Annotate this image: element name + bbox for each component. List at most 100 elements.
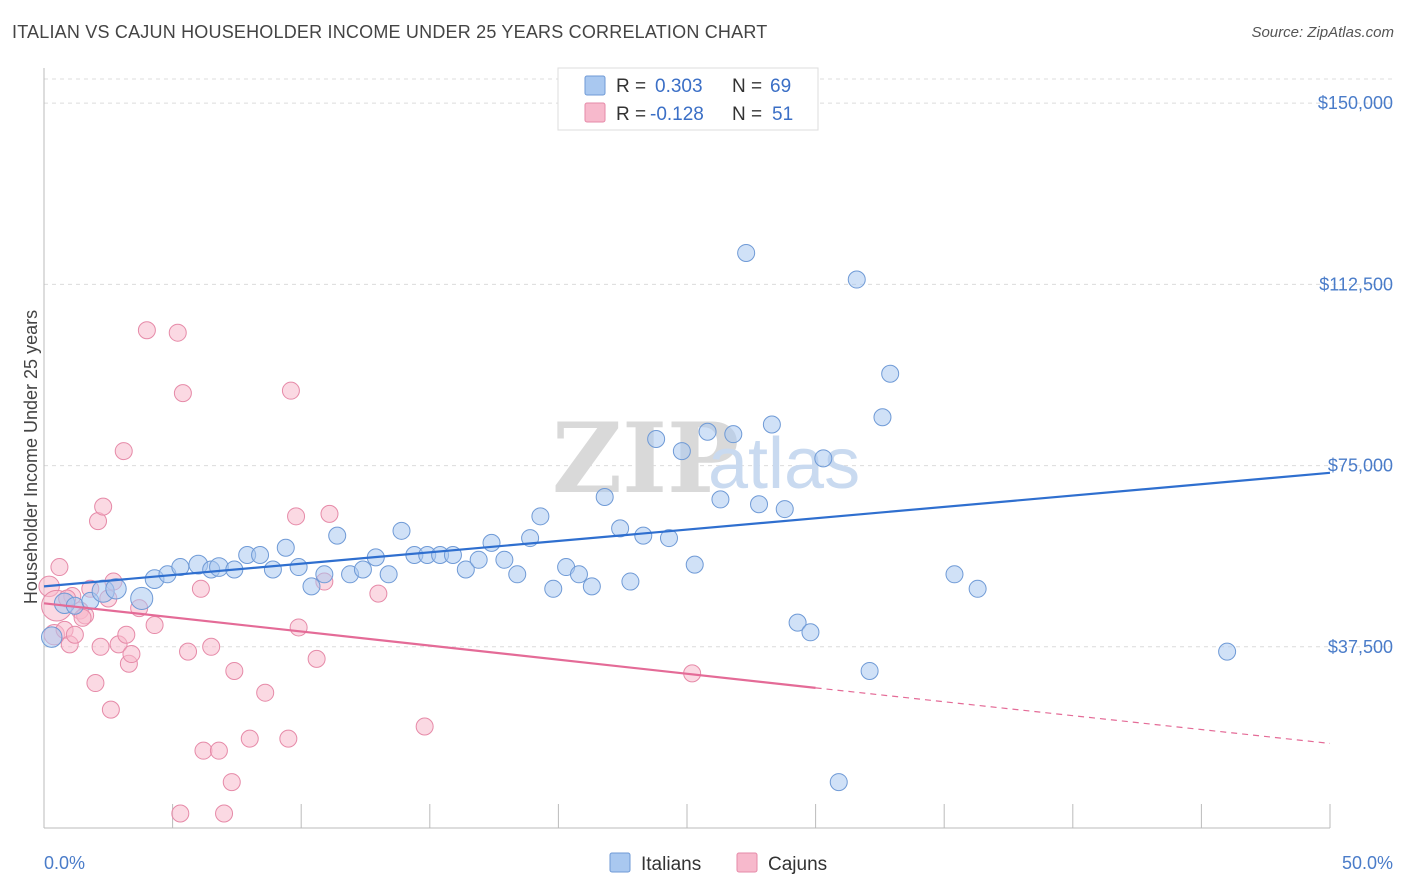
bottom-legend-swatch-italians xyxy=(609,852,631,873)
italian-point-40 xyxy=(569,565,588,584)
italian-point-64 xyxy=(881,364,900,383)
italian-point-41 xyxy=(582,577,601,596)
chart-title: ITALIAN VS CAJUN HOUSEHOLDER INCOME UNDE… xyxy=(12,22,768,42)
italian-point-17 xyxy=(276,538,295,557)
italian-point-5 xyxy=(105,578,127,600)
cajun-point-32 xyxy=(222,773,241,792)
italian-point-20 xyxy=(315,565,334,584)
y-axis-label: Householder Income Under 25 years xyxy=(21,310,41,604)
italian-point-34 xyxy=(495,550,514,569)
italian-point-47 xyxy=(659,529,678,548)
italian-point-42 xyxy=(595,487,614,506)
y-tick-label-2: $112,500 xyxy=(1319,274,1393,294)
italian-point-37 xyxy=(531,507,550,526)
cajun-point-27 xyxy=(191,579,210,598)
cajun-point-28 xyxy=(194,741,213,760)
x-tick-label-max: 50.0% xyxy=(1342,853,1393,873)
y-tick-label-3: $150,000 xyxy=(1318,93,1393,113)
cajun-point-2 xyxy=(50,558,69,577)
cajun-point-21 xyxy=(137,321,156,340)
italian-point-49 xyxy=(685,555,704,574)
italian-point-44 xyxy=(621,572,640,591)
italian-point-38 xyxy=(544,579,563,598)
italian-point-12 xyxy=(209,557,229,577)
italian-point-43 xyxy=(611,519,630,538)
cajun-point-38 xyxy=(287,507,306,526)
italian-points xyxy=(41,243,1237,792)
cajun-point-34 xyxy=(240,729,259,748)
italian-point-48 xyxy=(672,442,691,461)
cajuns-trend-line xyxy=(43,602,816,689)
y-tick-label-0: $37,500 xyxy=(1328,637,1393,657)
cajun-point-30 xyxy=(209,741,228,760)
cajun-point-23 xyxy=(168,323,187,342)
cajun-point-40 xyxy=(307,649,326,668)
cajun-point-31 xyxy=(215,804,234,823)
cajun-point-29 xyxy=(202,637,221,656)
cajun-point-25 xyxy=(173,384,192,403)
cajun-point-12 xyxy=(94,497,113,516)
legend-r-value-italians: 0.303 xyxy=(655,76,703,97)
legend-r-label-cajuns: R = xyxy=(616,104,646,125)
italian-point-53 xyxy=(737,243,756,262)
italian-point-15 xyxy=(251,545,270,564)
legend-n-value-cajuns: 51 xyxy=(772,104,793,125)
italian-point-63 xyxy=(873,408,892,427)
cajuns-trend-line-extrapolated xyxy=(815,687,1331,745)
italian-point-45 xyxy=(634,526,653,545)
italian-point-23 xyxy=(353,560,372,579)
trend-lines xyxy=(43,471,1331,745)
legend-n-label-italians: N = xyxy=(732,76,762,97)
italian-point-59 xyxy=(814,449,833,468)
italian-point-0 xyxy=(41,626,63,648)
italian-point-67 xyxy=(1218,642,1237,661)
axes xyxy=(43,68,1331,829)
bottom-legend-swatch-cajuns xyxy=(736,852,758,873)
top-legend: R = 0.303 N = 69 R = -0.128 N = 51 xyxy=(557,67,819,131)
cajun-point-18 xyxy=(117,625,136,644)
x-tick-label-min: 0.0% xyxy=(44,853,85,873)
cajun-point-11 xyxy=(91,637,110,656)
italian-point-50 xyxy=(698,422,717,441)
legend-n-label-cajuns: N = xyxy=(732,104,762,125)
cajun-point-9 xyxy=(86,674,105,693)
italian-point-46 xyxy=(647,430,666,449)
cajun-point-20 xyxy=(122,645,141,664)
y-tick-labels: $37,500 $75,000 $112,500 $150,000 xyxy=(1318,93,1393,657)
bottom-legend-label-cajuns: Cajuns xyxy=(768,854,827,875)
italian-point-33 xyxy=(482,533,501,552)
cajun-point-22 xyxy=(145,616,164,635)
cajun-point-24 xyxy=(171,804,190,823)
legend-n-value-italians: 69 xyxy=(770,76,791,97)
italian-point-32 xyxy=(469,550,488,569)
bottom-legend-label-italians: Italians xyxy=(641,854,701,875)
legend-r-label-italians: R = xyxy=(616,76,646,97)
cajun-point-33 xyxy=(225,661,244,680)
italian-point-56 xyxy=(775,500,794,519)
cajun-point-42 xyxy=(320,504,339,523)
cajun-point-35 xyxy=(256,683,275,702)
source-label: Source: ZipAtlas.com xyxy=(1251,24,1394,41)
italian-point-55 xyxy=(762,415,781,434)
italian-point-60 xyxy=(829,773,848,792)
italians-trend-line xyxy=(43,471,1331,588)
cajun-point-5 xyxy=(65,625,84,644)
cajun-point-43 xyxy=(369,584,388,603)
watermark-zip: ZIP xyxy=(552,402,739,515)
italian-point-18 xyxy=(289,558,308,577)
italian-point-19 xyxy=(302,577,321,596)
italian-point-6 xyxy=(130,586,154,611)
italian-point-57 xyxy=(788,613,807,632)
italian-point-31 xyxy=(456,560,475,579)
y-tick-label-1: $75,000 xyxy=(1328,456,1393,476)
cajun-point-37 xyxy=(281,381,300,400)
italian-point-61 xyxy=(847,270,866,289)
italian-point-25 xyxy=(379,565,398,584)
italian-point-54 xyxy=(750,495,769,514)
italian-point-65 xyxy=(945,565,964,584)
x-tick-labels: 0.0% 50.0% xyxy=(44,853,1393,873)
cajun-point-39 xyxy=(289,618,308,637)
italian-point-66 xyxy=(968,579,987,598)
italian-point-51 xyxy=(711,490,730,509)
